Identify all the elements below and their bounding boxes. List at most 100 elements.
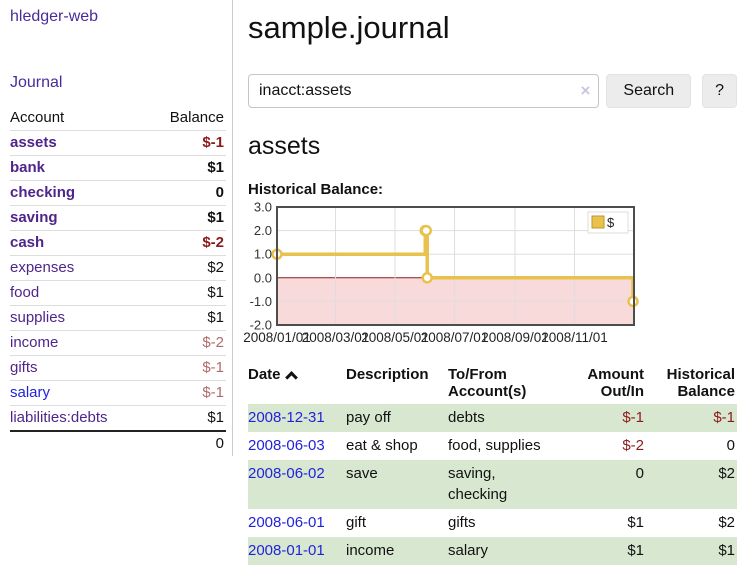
transaction-amount: $1 [627, 542, 644, 559]
account-row: gifts $-1 [10, 355, 226, 381]
account-link[interactable]: salary [10, 384, 51, 401]
account-link[interactable]: food [10, 284, 40, 301]
account-link[interactable]: bank [10, 159, 46, 176]
transaction-balance: $2 [718, 514, 735, 531]
account-link[interactable]: income [10, 334, 59, 351]
register-col-amount: Amount Out/In [587, 366, 644, 400]
transaction-description: gift [346, 514, 367, 531]
transaction-description: pay off [346, 409, 391, 426]
transaction-amount: $1 [627, 514, 644, 531]
transaction-accounts: gifts [448, 514, 476, 531]
help-button[interactable]: ? [702, 74, 737, 108]
account-row: salary $-1 [10, 380, 226, 406]
account-title: assets [248, 132, 321, 160]
register-row: 2008-06-03 eat & shop food, supplies $-2… [248, 432, 737, 460]
account-row: food $1 [10, 280, 226, 306]
account-row: checking 0 [10, 180, 226, 206]
account-balance: $-2 [148, 230, 226, 256]
svg-text:0.0: 0.0 [254, 270, 272, 285]
transaction-balance: $1 [718, 542, 735, 559]
account-link[interactable]: gifts [10, 359, 38, 376]
account-row: expenses $2 [10, 255, 226, 281]
transaction-date-link[interactable]: 2008-01-01 [248, 542, 325, 559]
register-col-date[interactable]: Date [248, 364, 346, 404]
sidebar-item-journal[interactable]: Journal [10, 74, 63, 91]
account-row: bank $1 [10, 155, 226, 181]
account-row: saving $1 [10, 205, 226, 231]
sidebar: hledger-web Journal Account Balance asse… [0, 0, 233, 456]
historical-balance-chart: $3.0 2.0 1.0 0.0 -1.0 -2.0 2008/01/01 2008/03/0… [243, 200, 737, 350]
transaction-date-link[interactable]: 2008-06-01 [248, 514, 325, 531]
register-row: 2008-06-01 gift gifts $1 $2 [248, 509, 737, 537]
register-col-accounts: To/From Account(s) [448, 366, 527, 400]
svg-text:-1.0: -1.0 [250, 294, 272, 309]
account-row: cash $-2 [10, 230, 226, 256]
svg-text:3.0: 3.0 [254, 200, 272, 215]
chart-title: Historical Balance: [248, 181, 384, 198]
transaction-accounts: saving, checking [448, 465, 508, 503]
account-row: liabilities:debts $1 [10, 405, 226, 431]
account-row: supplies $1 [10, 305, 226, 331]
account-balance: $1 [148, 280, 226, 306]
account-link[interactable]: saving [10, 209, 58, 226]
account-balance: $2 [148, 255, 226, 281]
account-link[interactable]: checking [10, 184, 76, 201]
transaction-balance: $-1 [713, 409, 735, 426]
accounts-col-account: Account [10, 109, 65, 126]
account-balance: 0 [148, 180, 226, 206]
account-link[interactable]: supplies [10, 309, 66, 326]
account-row: assets $-1 [10, 130, 226, 156]
account-balance: $-1 [148, 130, 226, 156]
page-title: sample.journal [248, 10, 450, 45]
register-row: 2008-06-02 save saving, checking 0 $2 [248, 460, 737, 509]
account-link[interactable]: cash [10, 234, 45, 251]
transaction-description: eat & shop [346, 437, 418, 454]
transaction-date-link[interactable]: 2008-06-03 [248, 437, 325, 454]
svg-text:$: $ [607, 215, 615, 230]
register-table: Date Description To/From Account(s) Amou… [248, 364, 737, 565]
accounts-total-row: 0 [10, 430, 226, 456]
transaction-amount: 0 [635, 465, 644, 482]
account-balance: $-2 [148, 330, 226, 356]
transaction-date-link[interactable]: 2008-12-31 [248, 409, 325, 426]
account-balance: $1 [148, 405, 226, 431]
transaction-accounts: salary [448, 542, 489, 559]
accounts-col-balance: Balance [169, 109, 224, 126]
main-content: sample.journal × Search ? assets Histori… [234, 0, 742, 565]
svg-text:1.0: 1.0 [254, 247, 272, 262]
svg-text:2008/09/01: 2008/09/01 [481, 330, 549, 345]
search-input[interactable] [248, 74, 600, 108]
svg-text:2008/03/01: 2008/03/01 [302, 330, 370, 345]
clear-search-icon[interactable]: × [580, 81, 591, 100]
search-button[interactable]: Search [606, 74, 692, 108]
transaction-amount: $-1 [622, 409, 644, 426]
search-form: × Search ? [248, 74, 737, 108]
svg-text:2008/01/01: 2008/01/01 [243, 330, 311, 345]
transaction-balance: 0 [726, 437, 735, 454]
account-balance: $1 [148, 205, 226, 231]
transaction-accounts: food, supplies [448, 437, 541, 454]
svg-text:2008/11/01: 2008/11/01 [541, 330, 608, 345]
account-balance: $1 [148, 305, 226, 331]
account-link[interactable]: liabilities:debts [10, 409, 108, 426]
account-balance: $1 [148, 155, 226, 181]
account-link[interactable]: expenses [10, 259, 75, 276]
transaction-description: save [346, 465, 378, 482]
account-link[interactable]: assets [10, 134, 57, 151]
svg-text:2.0: 2.0 [254, 223, 272, 238]
chart-svg: $3.0 2.0 1.0 0.0 -1.0 -2.02008/01/012008/03/0… [243, 200, 639, 345]
account-balance: $-1 [148, 380, 226, 406]
transaction-balance: $2 [718, 465, 735, 482]
sort-ascending-icon [284, 371, 298, 384]
transaction-date-link[interactable]: 2008-06-02 [248, 465, 325, 482]
brand-link[interactable]: hledger-web [10, 8, 99, 25]
svg-text:2008/05/01: 2008/05/01 [361, 330, 429, 345]
svg-text:-2.0: -2.0 [250, 318, 272, 333]
account-row: income $-2 [10, 330, 226, 356]
register-row: 2008-12-31 pay off debts $-1 $-1 [248, 404, 737, 432]
register-row: 2008-01-01 income salary $1 $1 [248, 537, 737, 565]
accounts-table: Account Balance assets $-1 bank $1 check… [10, 106, 226, 456]
register-col-description: Description [346, 366, 429, 383]
account-balance: $-1 [148, 355, 226, 381]
transaction-description: income [346, 542, 395, 559]
